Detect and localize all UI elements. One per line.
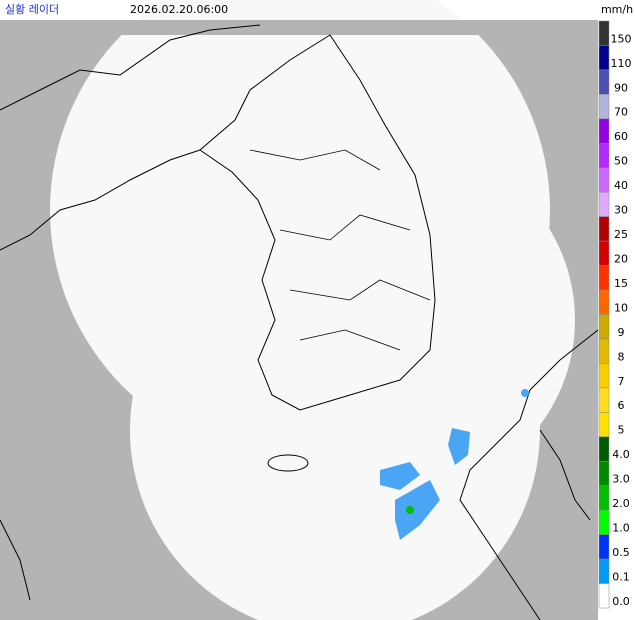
legend-label: 10: [614, 301, 628, 314]
legend-swatch: [598, 534, 610, 560]
legend-swatch: [598, 485, 610, 511]
legend-label: 90: [614, 81, 628, 94]
coverage-circle: [225, 145, 575, 495]
legend-swatch: [598, 167, 610, 193]
legend-swatch: [598, 289, 610, 315]
japan-coast: [539, 429, 591, 521]
korea-outline: [199, 34, 436, 411]
legend-label: 5: [618, 424, 625, 437]
legend-swatch: [598, 20, 610, 46]
legend-swatch: [598, 461, 610, 486]
legend-label: 4.0: [612, 448, 630, 461]
legend-swatch: [598, 509, 610, 535]
legend-label: 0.0: [612, 595, 630, 608]
legend-label: 1.0: [612, 522, 630, 535]
province-borders: [249, 149, 431, 351]
japan-coast: [459, 329, 599, 620]
border: [0, 24, 261, 111]
legend-label: 2.0: [612, 497, 630, 510]
legend: 150 110 90 70 60 50 40 30 25 20 15 10 9 8 7 6 5 4.0 3.0 2.0…: [598, 20, 632, 609]
legend-swatch: [598, 436, 610, 462]
rain-area: [395, 480, 440, 540]
legend-swatch: [598, 240, 610, 266]
legend-label: 60: [614, 130, 628, 143]
legend-label: 150: [611, 32, 632, 45]
legend-swatch: [598, 118, 610, 144]
legend-swatch: [598, 558, 610, 584]
legend-label: 20: [614, 252, 628, 265]
legend-label: 70: [614, 106, 628, 119]
legend-swatch: [598, 314, 610, 340]
legend-swatch: [598, 387, 610, 413]
legend-swatch: [598, 69, 610, 95]
rain-area: [380, 462, 420, 490]
legend-label: 0.5: [612, 546, 630, 559]
legend-label: 6: [618, 399, 625, 412]
timestamp: 2026.02.20.06:00: [130, 3, 228, 16]
legend-swatch: [598, 94, 610, 120]
legend-label: 8: [618, 350, 625, 363]
precipitation: [380, 389, 529, 540]
radar-coverage: [50, 0, 575, 620]
legend-swatch: [598, 191, 610, 217]
legend-label: 9: [618, 326, 625, 339]
legend-label: 3.0: [612, 473, 630, 486]
rain-area: [521, 389, 529, 397]
legend-swatch: [598, 143, 610, 169]
legend-swatch: [598, 363, 610, 389]
legend-unit: mm/h: [601, 3, 633, 16]
coast: [0, 149, 201, 251]
legend-swatch: [598, 45, 610, 71]
title: 실황 레이더: [5, 3, 59, 16]
china-coast: [0, 519, 31, 601]
jeju: [267, 454, 309, 472]
legend-label: 7: [618, 375, 625, 388]
legend-label: 40: [614, 179, 628, 192]
legend-swatch: [598, 338, 610, 364]
legend-label: 30: [614, 204, 628, 217]
legend-swatch: [598, 583, 610, 609]
legend-label: 0.1: [612, 570, 630, 583]
legend-swatch: [598, 216, 610, 242]
legend-swatch: [598, 265, 610, 291]
outside-coverage: [0, 20, 598, 35]
rain-cell: [406, 506, 414, 514]
coastlines: [0, 24, 599, 620]
legend-label: 15: [614, 277, 628, 290]
rain-area: [448, 428, 470, 465]
legend-label: 110: [611, 57, 632, 70]
legend-label: 50: [614, 155, 628, 168]
legend-swatch: [598, 412, 610, 438]
map: [0, 0, 599, 620]
legend-label: 25: [614, 228, 628, 241]
